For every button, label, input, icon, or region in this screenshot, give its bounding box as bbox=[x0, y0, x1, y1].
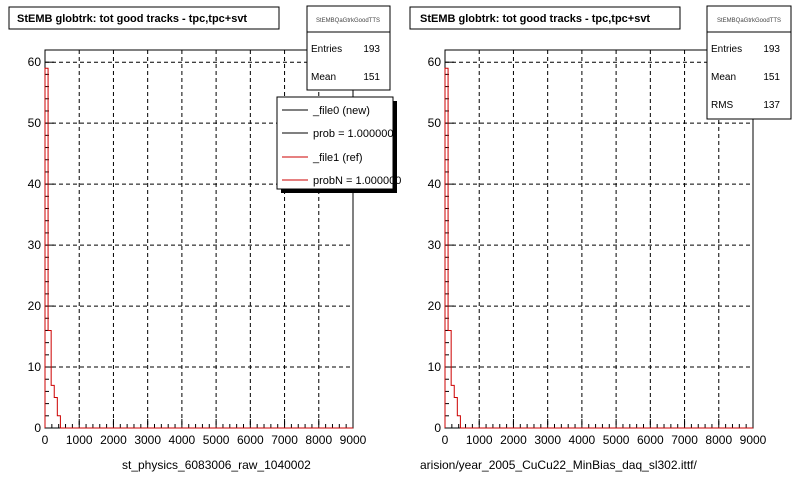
right-y-tick-label: 60 bbox=[428, 55, 442, 69]
left-x-tick-label: 6000 bbox=[237, 433, 264, 447]
left-y-tick-label: 30 bbox=[28, 238, 42, 252]
right-x-tick-label: 9000 bbox=[740, 433, 767, 447]
left-y-tick-label: 40 bbox=[28, 177, 42, 191]
left-x-tick-label: 1000 bbox=[66, 433, 93, 447]
left-x-tick-label: 5000 bbox=[203, 433, 230, 447]
legend-label-file1: _file1 (ref) bbox=[312, 152, 363, 164]
right-stats-entries-value: 193 bbox=[763, 44, 780, 55]
right-y-tick-label: 20 bbox=[428, 299, 442, 313]
left-stats-mean-value: 151 bbox=[363, 72, 380, 83]
right-x-axis: 0 1000 2000 3000 4000 5000 6000 7000 8000 9000 bbox=[442, 419, 767, 447]
right-stats-entries-label: Entries bbox=[711, 44, 742, 55]
left-stats-entries-value: 193 bbox=[363, 44, 380, 55]
legend-label-probn: probN = 1.000000 bbox=[313, 175, 401, 187]
left-x-tick-label: 4000 bbox=[169, 433, 196, 447]
legend-box: _file0 (new) prob = 1.000000 _file1 (ref… bbox=[276, 96, 401, 193]
right-x-tick-label: 8000 bbox=[705, 433, 732, 447]
left-y-tick-label: 60 bbox=[28, 55, 42, 69]
right-stats-mean-label: Mean bbox=[711, 72, 736, 83]
right-x-tick-label: 6000 bbox=[637, 433, 664, 447]
right-stats-box bbox=[706, 5, 792, 120]
right-grid bbox=[445, 50, 753, 428]
left-stats-entries-label: Entries bbox=[311, 44, 342, 55]
right-x-axis-label: arision/year_2005_CuCu22_MinBias_daq_sl3… bbox=[420, 458, 698, 472]
legend-label-prob: prob = 1.000000 bbox=[313, 128, 393, 140]
left-chart-title: StEMB globtrk: tot good tracks - tpc,tpc… bbox=[17, 13, 247, 25]
left-x-axis-label: st_physics_6083006_raw_1040002 bbox=[122, 458, 311, 472]
left-title-box bbox=[8, 6, 280, 30]
right-title-box bbox=[409, 6, 681, 30]
right-y-tick-label: 10 bbox=[428, 360, 442, 374]
right-x-tick-label: 7000 bbox=[671, 433, 698, 447]
right-y-axis: 0 10 20 30 40 50 60 bbox=[428, 55, 454, 435]
right-stats-name: StEMBQaGtrkGoodTTS bbox=[717, 18, 781, 24]
left-y-tick-label: 10 bbox=[28, 360, 42, 374]
right-y-tick-label: 30 bbox=[428, 238, 442, 252]
right-y-tick-label: 40 bbox=[428, 177, 442, 191]
left-grid bbox=[45, 50, 353, 428]
right-histogram-series-0 bbox=[444, 67, 753, 429]
left-stats-name: StEMBQaGtrkGoodTTS bbox=[316, 18, 380, 24]
right-y-tick-label: 50 bbox=[428, 116, 442, 130]
left-x-tick-label: 2000 bbox=[100, 433, 127, 447]
left-x-tick-label: 9000 bbox=[340, 433, 367, 447]
left-x-tick-label: 7000 bbox=[271, 433, 298, 447]
left-x-axis: 0 1000 2000 3000 4000 5000 6000 7000 8000 9000 bbox=[42, 419, 367, 447]
left-stats-mean-label: Mean bbox=[311, 72, 336, 83]
right-plot-frame bbox=[444, 49, 754, 429]
right-x-tick-label: 0 bbox=[442, 433, 449, 447]
right-x-tick-label: 3000 bbox=[534, 433, 561, 447]
left-y-tick-label: 0 bbox=[34, 421, 41, 435]
left-x-tick-label: 3000 bbox=[134, 433, 161, 447]
right-stats-rms-value: 137 bbox=[763, 100, 780, 111]
right-chart-title: StEMB globtrk: tot good tracks - tpc,tpc… bbox=[420, 13, 650, 25]
right-x-tick-label: 2000 bbox=[500, 433, 527, 447]
left-y-axis: 0 10 20 30 40 50 60 bbox=[28, 55, 54, 435]
left-y-tick-label: 50 bbox=[28, 116, 42, 130]
left-histogram bbox=[44, 67, 353, 429]
left-x-tick-label: 0 bbox=[42, 433, 49, 447]
right-stats-rms-label: RMS bbox=[711, 100, 734, 111]
right-x-tick-label: 5000 bbox=[603, 433, 630, 447]
right-y-tick-label: 0 bbox=[434, 421, 441, 435]
right-panel: 0 1000 2000 3000 4000 5000 6000 7000 8000 9000 0 1… bbox=[409, 5, 792, 472]
legend-label-file0: _file0 (new) bbox=[312, 105, 370, 117]
left-panel: 0 1000 2000 3000 4000 5000 6000 7000 8000 9000 0 1… bbox=[8, 5, 401, 472]
right-x-tick-label: 1000 bbox=[466, 433, 493, 447]
legend-frame bbox=[276, 96, 394, 190]
left-stats-box bbox=[306, 5, 391, 91]
right-histogram bbox=[444, 67, 753, 429]
left-histogram-series-0 bbox=[44, 67, 353, 429]
right-x-tick-label: 4000 bbox=[569, 433, 596, 447]
left-y-tick-label: 20 bbox=[28, 299, 42, 313]
left-x-tick-label: 8000 bbox=[305, 433, 332, 447]
right-stats-mean-value: 151 bbox=[763, 72, 780, 83]
